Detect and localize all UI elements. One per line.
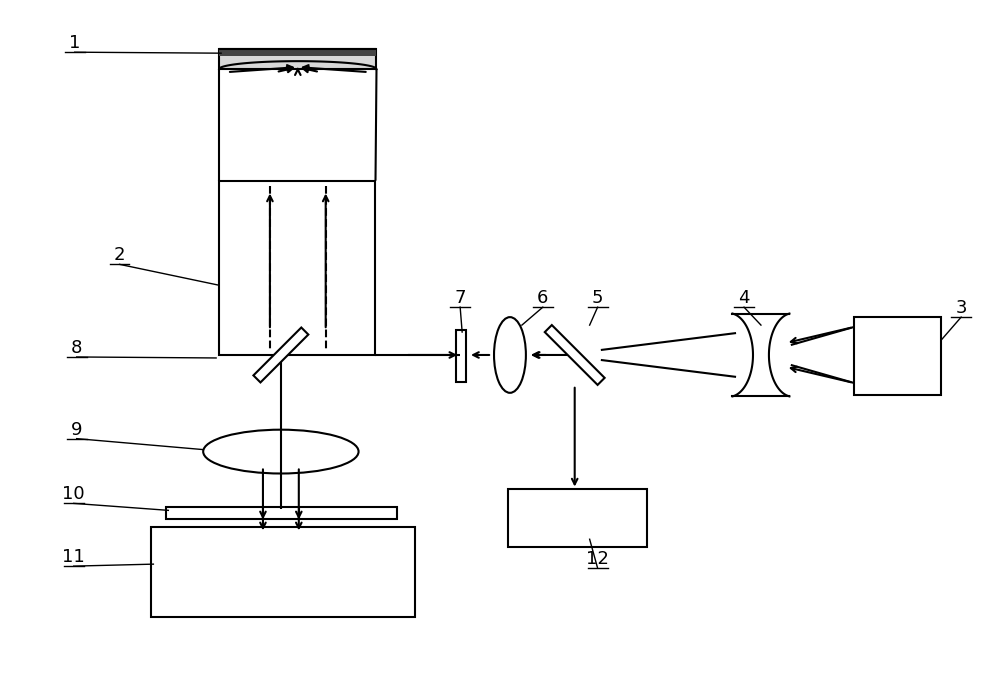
Polygon shape xyxy=(253,328,308,383)
Bar xyxy=(219,49,376,56)
Bar xyxy=(166,507,397,519)
Text: 4: 4 xyxy=(738,289,750,307)
Text: 9: 9 xyxy=(71,421,82,438)
Text: 5: 5 xyxy=(592,289,603,307)
Text: 12: 12 xyxy=(586,550,609,568)
Text: 1: 1 xyxy=(69,34,80,52)
Text: 2: 2 xyxy=(114,246,125,264)
Text: 10: 10 xyxy=(62,485,85,503)
Text: 8: 8 xyxy=(71,339,82,357)
Bar xyxy=(151,528,415,617)
Text: 6: 6 xyxy=(537,289,549,307)
Bar xyxy=(219,181,375,355)
Polygon shape xyxy=(545,325,605,385)
Bar xyxy=(508,489,647,547)
Text: 11: 11 xyxy=(62,548,85,566)
Text: 3: 3 xyxy=(955,299,967,317)
Text: 7: 7 xyxy=(454,289,466,307)
Bar xyxy=(456,330,466,382)
Bar xyxy=(854,317,941,395)
Bar xyxy=(219,49,376,69)
